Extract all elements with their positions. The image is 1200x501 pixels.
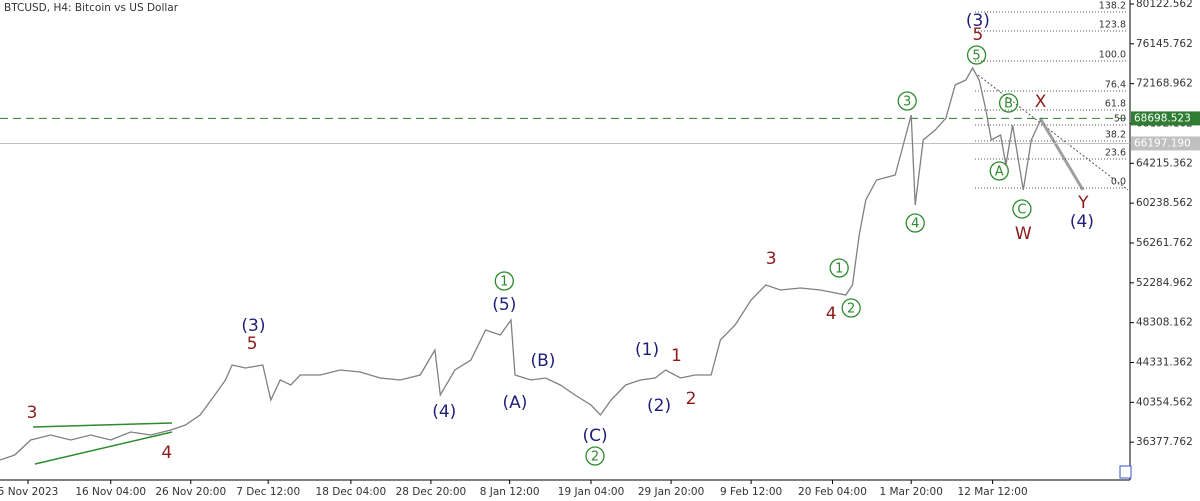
- wave-label: (5): [492, 295, 516, 315]
- fib-label: 23.6: [1105, 148, 1126, 159]
- wave-label: 5: [247, 334, 258, 354]
- wave-label: 2: [847, 302, 855, 317]
- projection-arrow: [1038, 117, 1085, 191]
- x-tick-label: 26 Nov 20:00: [155, 486, 226, 498]
- corner-icon: [1119, 465, 1132, 479]
- wave-circle: [989, 161, 1009, 181]
- y-tick-label: 52284.962: [1136, 277, 1193, 289]
- price-label-box: [1131, 111, 1200, 126]
- x-tick-label: 18 Dec 04:00: [316, 486, 387, 498]
- wave-label: 2: [686, 389, 697, 409]
- wave-circle: [905, 213, 925, 233]
- fib-label: 61.8: [1105, 99, 1126, 110]
- y-tick-label: 76145.762: [1136, 38, 1193, 50]
- wave-label: (4): [432, 402, 456, 422]
- x-tick-label: 12 Mar 12:00: [958, 486, 1028, 498]
- wave-label: 3: [766, 249, 777, 269]
- wave-circle: [966, 45, 987, 65]
- x-tick-label: 1 Mar 20:00: [879, 486, 942, 498]
- wave-label: X: [1035, 92, 1047, 112]
- triangle-upper: [32, 422, 173, 428]
- wave-label: (4): [1070, 212, 1094, 232]
- wave-label: (C): [582, 426, 607, 446]
- x-tick-label: 7 Dec 12:00: [236, 486, 300, 498]
- y-tick-label: 40354.562: [1136, 396, 1193, 408]
- wave-circle: [841, 298, 861, 318]
- fib-label: 0.0: [1111, 177, 1126, 188]
- wave-circle: [1012, 199, 1032, 219]
- wave-label: 1: [671, 346, 682, 366]
- wave-label: 2: [591, 449, 599, 464]
- wave-label: 3: [903, 94, 911, 109]
- wave-label: (A): [503, 393, 528, 413]
- y-tick-label: 36377.762: [1136, 436, 1193, 448]
- y-tick-label: 80122.562: [1136, 0, 1193, 10]
- x-tick-label: 20 Feb 04:00: [798, 486, 867, 498]
- x-tick-label: 19 Jan 04:00: [558, 486, 624, 498]
- wave-label: (2): [647, 396, 671, 416]
- x-tick-label: 16 Nov 04:00: [75, 486, 146, 498]
- y-tick-label: 72168.962: [1136, 78, 1193, 90]
- wave-label: C: [1017, 202, 1026, 217]
- x-tick-label: 28 Dec 20:00: [396, 486, 467, 498]
- wave-label: (1): [635, 340, 659, 360]
- y-tick-label: 44331.362: [1136, 356, 1193, 368]
- wave-label: (B): [531, 351, 556, 371]
- wave-label: (3): [241, 316, 265, 336]
- y-tick-label: 64215.362: [1136, 157, 1193, 169]
- fib-label: 138.2: [1099, 1, 1126, 12]
- wave-circle: [998, 93, 1019, 113]
- wave-label: Y: [1077, 193, 1089, 213]
- fib-label: 50: [1114, 113, 1126, 124]
- fib-label: 38.2: [1105, 130, 1126, 141]
- wave-label: 4: [911, 217, 919, 232]
- wave-label: 5: [972, 49, 980, 64]
- fib-label: 123.8: [1099, 20, 1126, 31]
- x-tick-label: 8 Jan 12:00: [480, 486, 540, 498]
- y-tick-label: 56261.762: [1136, 237, 1193, 249]
- price-label-box: [1131, 136, 1200, 151]
- wave-circle: [897, 91, 917, 111]
- wave-label: (3): [966, 11, 990, 31]
- x-tick-label: 5 Nov 2023: [0, 486, 58, 498]
- wave-label: W: [1015, 224, 1032, 244]
- wave-circle: [829, 258, 849, 278]
- price-label: 66197.190: [1134, 137, 1191, 149]
- chart-title: BTCUSD, H4: Bitcoin vs US Dollar: [4, 2, 179, 14]
- triangle-lower: [34, 431, 173, 465]
- fib-label: 100.0: [1099, 50, 1126, 61]
- wave-circle: [494, 271, 514, 291]
- trend-line: [977, 74, 1129, 191]
- y-tick-label: 60238.562: [1136, 197, 1193, 209]
- x-tick-label: 29 Jan 20:00: [638, 486, 704, 498]
- wave-label: 3: [27, 403, 38, 423]
- price-label: 68698.523: [1134, 112, 1191, 124]
- wave-label: 5: [972, 25, 983, 45]
- wave-label: 4: [161, 443, 172, 463]
- wave-label: 4: [826, 304, 837, 324]
- wave-label: 1: [500, 274, 508, 289]
- y-tick-label: 48308.162: [1136, 317, 1193, 329]
- wave-label: B: [1004, 97, 1013, 112]
- wave-label: 1: [835, 261, 843, 276]
- price-line-series: [0, 66, 1042, 461]
- fib-label: 76.4: [1105, 80, 1126, 91]
- wave-circle: [585, 446, 605, 466]
- x-tick-label: 9 Feb 12:00: [720, 486, 782, 498]
- wave-label: A: [995, 164, 1004, 179]
